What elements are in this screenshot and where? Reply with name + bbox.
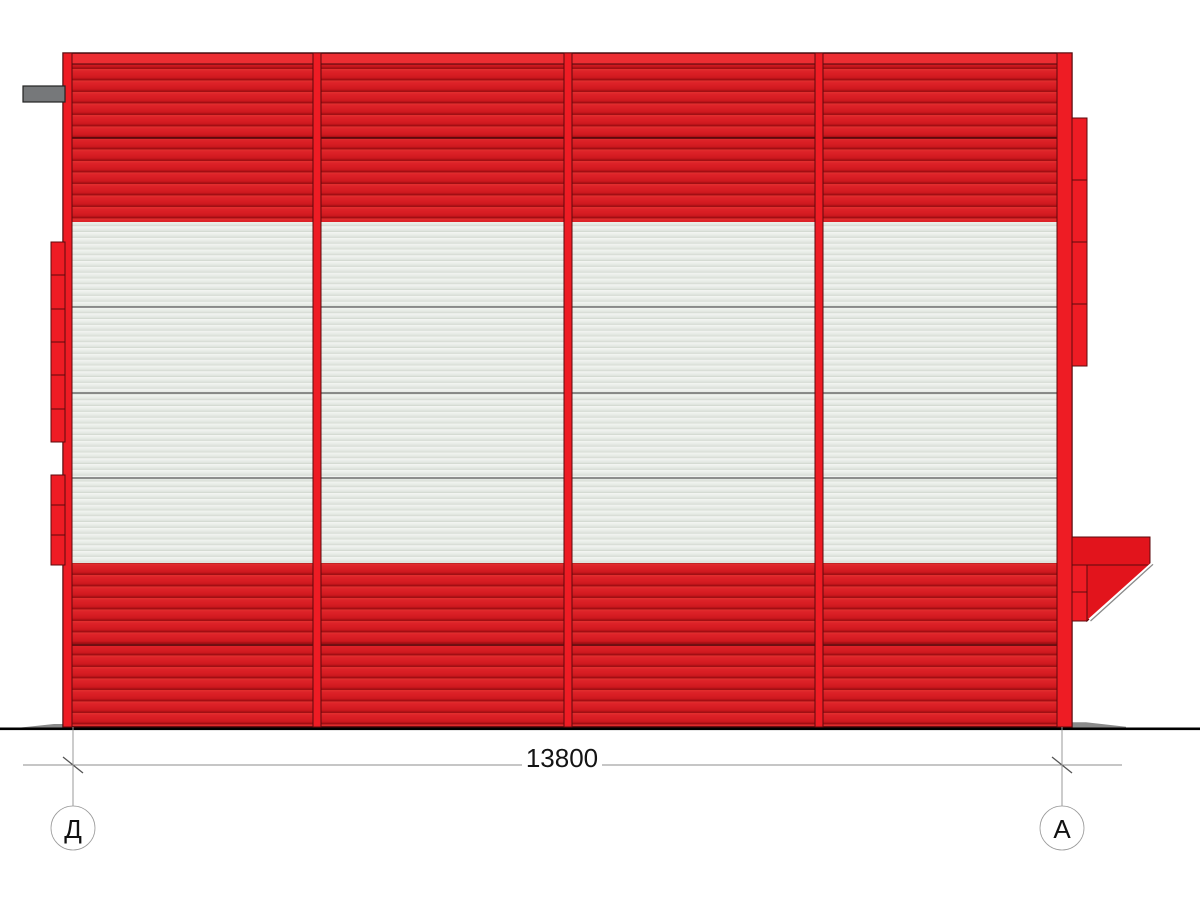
svg-text:Д: Д	[64, 814, 82, 844]
svg-text:13800: 13800	[526, 743, 598, 773]
svg-text:A: A	[1053, 814, 1071, 844]
